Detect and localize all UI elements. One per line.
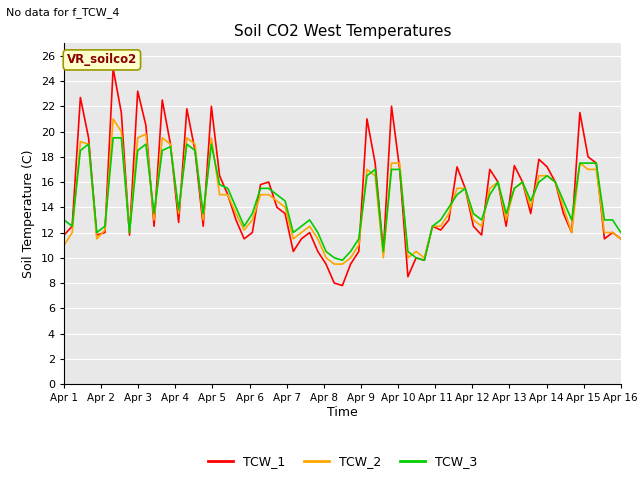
Legend: TCW_1, TCW_2, TCW_3: TCW_1, TCW_2, TCW_3 xyxy=(203,450,482,473)
TCW_3 xyxy=(617,229,625,235)
TCW_2 xyxy=(60,242,68,248)
TCW_3 xyxy=(339,257,346,263)
TCW_1 xyxy=(101,229,109,235)
TCW_3 xyxy=(609,217,616,223)
Text: No data for f_TCW_4: No data for f_TCW_4 xyxy=(6,7,120,18)
TCW_1 xyxy=(109,66,117,72)
TCW_1 xyxy=(502,223,510,229)
TCW_2 xyxy=(159,135,166,141)
TCW_1 xyxy=(609,229,616,235)
Title: Soil CO2 West Temperatures: Soil CO2 West Temperatures xyxy=(234,24,451,39)
Line: TCW_1: TCW_1 xyxy=(64,69,621,286)
TCW_1 xyxy=(159,97,166,103)
TCW_2 xyxy=(396,160,404,166)
TCW_3 xyxy=(396,167,404,172)
TCW_1 xyxy=(396,167,404,172)
TCW_3 xyxy=(101,223,109,229)
TCW_3 xyxy=(502,211,510,216)
TCW_2 xyxy=(330,261,338,267)
TCW_3 xyxy=(109,135,117,141)
TCW_1 xyxy=(60,232,68,238)
Y-axis label: Soil Temperature (C): Soil Temperature (C) xyxy=(22,149,35,278)
TCW_3 xyxy=(159,148,166,154)
Line: TCW_3: TCW_3 xyxy=(64,138,621,260)
Line: TCW_2: TCW_2 xyxy=(64,119,621,264)
TCW_1 xyxy=(617,236,625,242)
TCW_2 xyxy=(617,236,625,242)
TCW_2 xyxy=(502,217,510,223)
TCW_2 xyxy=(109,116,117,122)
TCW_1 xyxy=(175,219,182,225)
TCW_2 xyxy=(609,229,616,235)
TCW_2 xyxy=(101,227,109,233)
TCW_3 xyxy=(175,207,182,213)
TCW_3 xyxy=(60,217,68,223)
X-axis label: Time: Time xyxy=(327,406,358,419)
TCW_2 xyxy=(175,211,182,216)
Text: VR_soilco2: VR_soilco2 xyxy=(67,53,137,66)
TCW_1 xyxy=(339,283,346,288)
